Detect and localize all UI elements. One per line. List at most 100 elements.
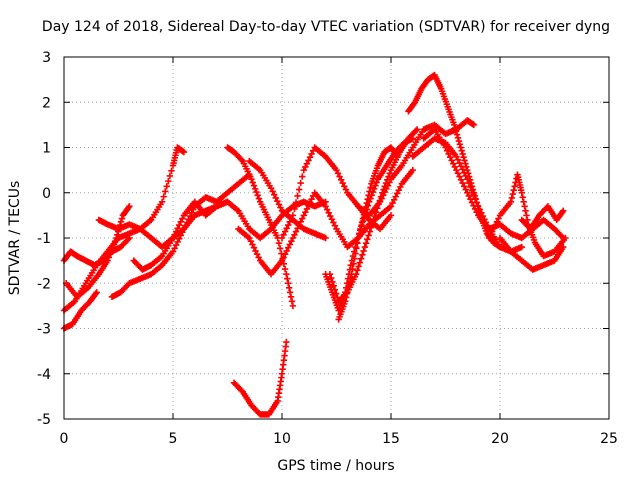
y-tick-labels: -5 -4 -3 -2 -1 0 1 2 3 bbox=[37, 50, 51, 428]
data-point-interp bbox=[367, 224, 375, 231]
data-point-interp bbox=[328, 274, 335, 282]
x-axis-label: GPS time / hours bbox=[277, 458, 394, 474]
data-point-interp bbox=[330, 282, 337, 290]
data-point-interp bbox=[172, 228, 180, 235]
data-point bbox=[518, 243, 525, 251]
data-point-interp bbox=[465, 192, 473, 200]
data-point-interp bbox=[381, 188, 388, 196]
data-point bbox=[158, 198, 166, 205]
data-point-interp bbox=[177, 218, 184, 226]
series-arc-7 bbox=[130, 198, 329, 273]
data-point-interp bbox=[308, 150, 315, 158]
data-point-interp bbox=[467, 183, 474, 191]
series-arc-21 bbox=[496, 234, 567, 273]
data-point-interp bbox=[331, 286, 339, 293]
data-point-interp bbox=[346, 278, 354, 286]
data-point-interp bbox=[451, 163, 459, 171]
data-point-interp bbox=[106, 250, 114, 258]
data-point bbox=[409, 166, 416, 174]
data-point-interp bbox=[288, 298, 296, 305]
data-point-interp bbox=[364, 196, 371, 203]
data-point-interp bbox=[446, 153, 454, 161]
data-point-interp bbox=[165, 177, 172, 185]
data-point-interp bbox=[294, 192, 301, 200]
data-point-interp bbox=[182, 222, 189, 229]
data-point-interp bbox=[470, 191, 477, 198]
y-tick-label: 3 bbox=[42, 50, 51, 66]
data-point-interp bbox=[281, 265, 289, 273]
data-point-interp bbox=[177, 232, 184, 239]
data-point-interp bbox=[287, 293, 295, 301]
data-point-interp bbox=[487, 231, 494, 238]
data-point-interp bbox=[343, 290, 351, 297]
data-point-interp bbox=[454, 170, 462, 177]
data-point bbox=[300, 166, 307, 174]
data-point-interp bbox=[359, 251, 366, 259]
data-point bbox=[518, 189, 525, 196]
data-point bbox=[246, 234, 253, 242]
data-point-interp bbox=[508, 194, 516, 202]
data-point-interp bbox=[271, 191, 278, 198]
data-point-interp bbox=[451, 124, 459, 132]
data-point-interp bbox=[286, 241, 293, 248]
data-point-interp bbox=[336, 173, 343, 180]
data-point-interp bbox=[275, 239, 283, 247]
data-point-interp bbox=[174, 238, 181, 246]
data-point bbox=[169, 234, 177, 242]
data-point bbox=[289, 212, 297, 219]
data-point-interp bbox=[380, 192, 387, 199]
data-point-interp bbox=[344, 286, 352, 293]
data-point-interp bbox=[352, 243, 359, 251]
y-tick-label: -5 bbox=[37, 412, 51, 428]
data-point-interp bbox=[283, 225, 290, 232]
data-point bbox=[453, 166, 460, 174]
data-point-interp bbox=[459, 179, 466, 187]
data-point-interp bbox=[354, 267, 361, 274]
data-point bbox=[413, 126, 421, 133]
series-arc-20 bbox=[485, 171, 569, 260]
data-point-interp bbox=[459, 150, 466, 158]
data-point-interp bbox=[188, 209, 195, 216]
data-point-interp bbox=[511, 183, 518, 190]
data-point-interp bbox=[468, 187, 476, 195]
data-point-interp bbox=[125, 204, 132, 211]
data-point bbox=[278, 234, 286, 242]
data-point-interp bbox=[373, 179, 380, 186]
data-point-interp bbox=[305, 202, 312, 209]
data-point bbox=[355, 234, 362, 242]
data-point-interp bbox=[362, 239, 370, 247]
data-point-interp bbox=[490, 225, 497, 232]
data-point-interp bbox=[303, 205, 311, 213]
data-point-interp bbox=[461, 157, 468, 164]
data-point-interp bbox=[327, 212, 334, 220]
data-point-interp bbox=[295, 186, 303, 193]
data-point-interp bbox=[183, 219, 191, 226]
data-point-interp bbox=[356, 230, 363, 238]
data-point bbox=[562, 234, 569, 242]
y-axis-label: SDTVAR / TECUs bbox=[7, 181, 23, 296]
data-point-interp bbox=[254, 192, 261, 199]
data-point-interp bbox=[359, 215, 367, 222]
data-point-interp bbox=[445, 150, 452, 158]
y-tick-label: -1 bbox=[37, 231, 51, 247]
data-point-interp bbox=[342, 186, 350, 193]
data-point bbox=[283, 338, 290, 346]
data-point-interp bbox=[470, 202, 477, 209]
data-point-interp bbox=[285, 244, 292, 251]
data-point-interp bbox=[357, 255, 365, 262]
data-points bbox=[60, 71, 569, 418]
data-point-interp bbox=[286, 289, 294, 296]
data-point-interp bbox=[520, 198, 527, 205]
data-point-interp bbox=[286, 218, 293, 226]
data-point bbox=[560, 243, 567, 251]
data-point-interp bbox=[457, 163, 465, 170]
data-point-interp bbox=[281, 250, 289, 258]
data-point-interp bbox=[272, 194, 279, 202]
data-point bbox=[322, 234, 329, 242]
data-point-interp bbox=[171, 245, 178, 252]
data-point-interp bbox=[109, 244, 116, 251]
data-point-interp bbox=[275, 201, 283, 208]
data-point-interp bbox=[395, 186, 402, 194]
data-point bbox=[470, 121, 478, 129]
data-point bbox=[457, 144, 464, 151]
